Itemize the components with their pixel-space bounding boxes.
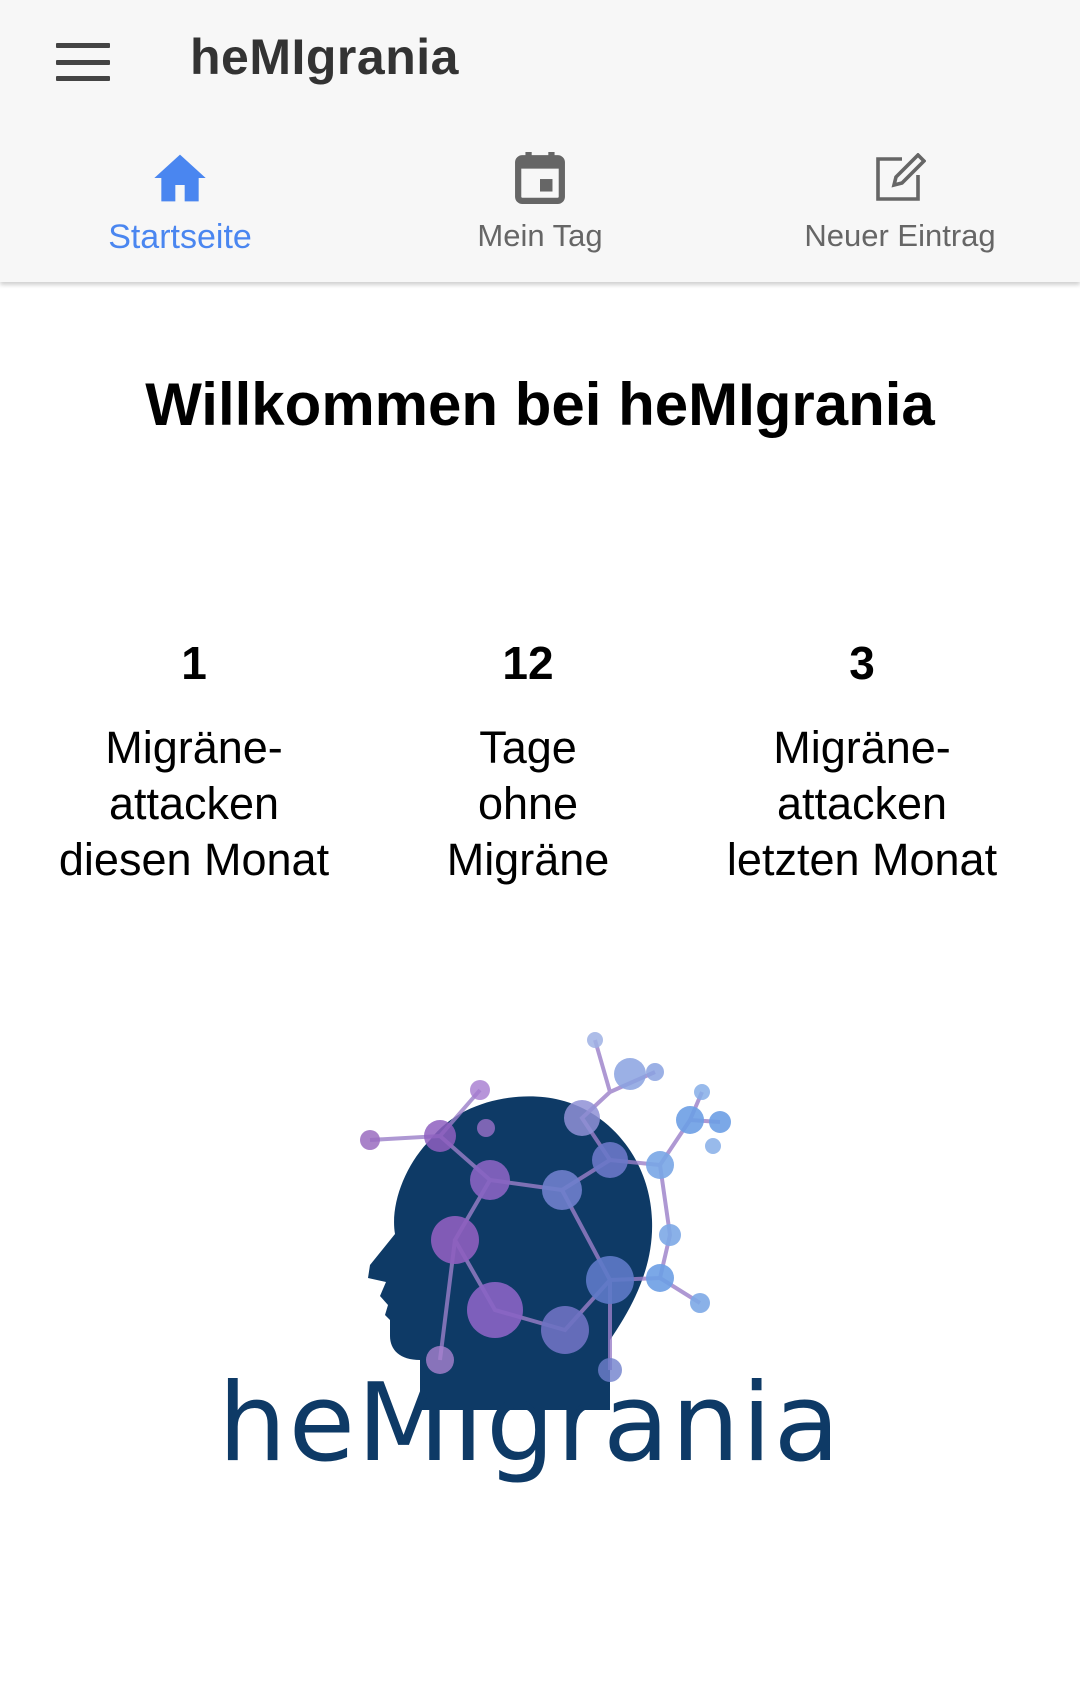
stats-section: 1 Migräne- attacken diesen Monat 12 Tage…: [0, 636, 1080, 896]
stat-value: 1: [181, 637, 207, 689]
stat-label: Tage ohne Migräne: [358, 720, 698, 888]
stat-label-line: ohne: [477, 778, 579, 829]
tab-startseite[interactable]: Startseite: [0, 148, 360, 278]
tab-label: Neuer Eintrag: [804, 218, 996, 253]
stat-label-line: letzten Monat: [726, 834, 998, 885]
app-title: heMIgrania: [190, 29, 459, 85]
stat-label-line: attacken: [108, 778, 280, 829]
hamburger-menu-icon[interactable]: [50, 38, 116, 86]
hemigrania-logo: heMIgrania: [190, 1020, 870, 1500]
stat-label-line: Tage: [479, 722, 577, 773]
stat-label-line: Migräne: [446, 834, 610, 885]
app-bar: heMIgrania Startseite Mein Tag: [0, 0, 1080, 282]
welcome-heading: Willkommen bei heMIgrania: [145, 371, 935, 438]
stat-value: 3: [849, 637, 875, 689]
stat-attacks-last-month: 3 Migräne- attacken letzten Monat: [692, 636, 1032, 888]
tab-bar: Startseite Mein Tag Neuer E: [0, 148, 1080, 278]
stat-label-line: Migräne-: [773, 722, 951, 773]
tab-label: Mein Tag: [477, 218, 603, 253]
stat-days-without-migraine: 12 Tage ohne Migräne: [358, 636, 698, 888]
stat-label: Migräne- attacken diesen Monat: [24, 720, 364, 888]
stat-value: 12: [502, 637, 554, 689]
tab-neuer-eintrag[interactable]: Neuer Eintrag: [720, 148, 1080, 278]
tab-mein-tag[interactable]: Mein Tag: [360, 148, 720, 278]
stat-attacks-this-month: 1 Migräne- attacken diesen Monat: [24, 636, 364, 888]
calendar-icon: [510, 148, 570, 208]
stat-label-line: diesen Monat: [58, 834, 330, 885]
stat-label-line: attacken: [776, 778, 948, 829]
home-icon: [150, 148, 210, 208]
stat-label: Migräne- attacken letzten Monat: [692, 720, 1032, 888]
edit-icon: [870, 148, 930, 208]
tab-label: Startseite: [108, 218, 252, 256]
stat-label-line: Migräne-: [105, 722, 283, 773]
logo-wordmark: heMIgrania: [218, 1361, 842, 1486]
